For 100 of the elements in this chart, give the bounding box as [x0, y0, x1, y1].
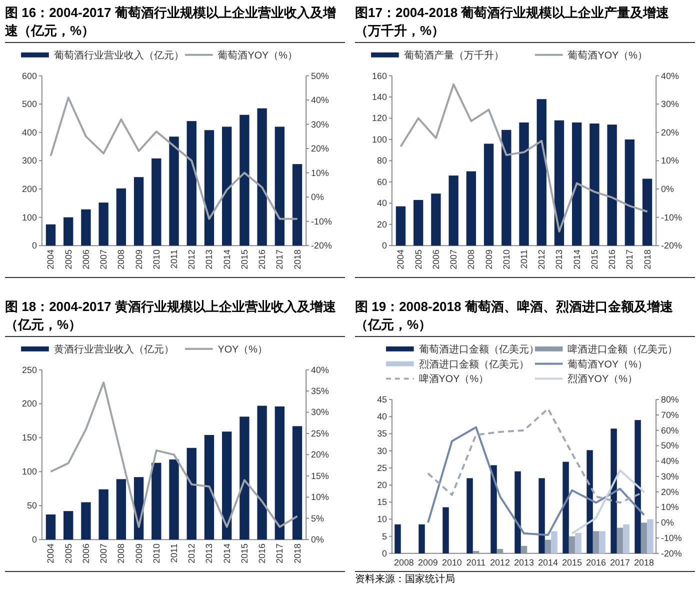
chart-title: 图 19：2008-2018 葡萄酒、啤酒、烈酒进口金额及增速（亿元，%） — [355, 296, 695, 337]
legend-label: 葡萄酒行业营业收入（亿元） — [54, 49, 184, 62]
x-tick-label: 2009 — [484, 249, 494, 270]
y-tick-label: 15 — [377, 496, 388, 507]
y-tick-label: 20 — [377, 219, 387, 230]
chart-title: 图 16：2004-2017 葡萄酒行业规模以上企业营业收入及增速（亿元，%） — [5, 2, 345, 43]
x-tick-label: 2016 — [607, 249, 618, 270]
bar — [599, 530, 606, 554]
bar — [624, 139, 635, 246]
y-tick-label: 60 — [377, 176, 387, 187]
x-tick-label: 2012 — [490, 557, 510, 568]
y-tick-label: 45 — [377, 394, 388, 404]
x-tick-label: 2010 — [442, 557, 462, 568]
y2-tick-label: 25% — [311, 428, 329, 438]
bar — [568, 536, 576, 554]
y-tick-label: 100 — [372, 134, 387, 144]
x-tick-label: 2008 — [116, 543, 126, 564]
bar — [240, 114, 250, 246]
y-tick-label: 0 — [382, 240, 387, 250]
bar — [466, 171, 476, 246]
legend-label: 葡萄酒YOY（%） — [568, 49, 648, 62]
bar — [551, 530, 558, 554]
bar — [240, 416, 250, 540]
y2-tick-label: 60% — [661, 425, 679, 436]
bar — [396, 206, 406, 246]
legend-label: YOY（%） — [218, 344, 268, 356]
y-tick-label: 0 — [32, 240, 37, 250]
x-tick-label: 2018 — [292, 249, 302, 270]
y-tick-label: 35 — [377, 428, 388, 438]
x-tick-label: 2013 — [514, 557, 534, 568]
bar — [413, 200, 424, 246]
bar — [152, 462, 162, 540]
y2-tick-label: 40% — [661, 70, 679, 80]
y-tick-label: 600 — [22, 70, 37, 80]
y2-tick-label: 20% — [661, 486, 679, 497]
y2-tick-label: 0% — [661, 184, 674, 194]
bar — [257, 406, 267, 540]
legend-label: 葡萄酒YOY（%） — [218, 49, 298, 62]
text: 资料来源：国家统计局 — [355, 574, 455, 585]
x-tick-label: 2015 — [589, 249, 600, 270]
y-tick-label: 25 — [377, 462, 388, 473]
bar — [274, 126, 285, 246]
x-tick-label: 2009 — [134, 543, 144, 564]
y-tick-label: 200 — [22, 398, 37, 408]
y-tick-label: 30 — [377, 446, 388, 456]
bar — [544, 539, 552, 554]
bar — [98, 489, 108, 540]
y2-tick-label: -10% — [661, 532, 682, 543]
bar — [554, 120, 564, 246]
x-tick-label: 2018 — [292, 543, 302, 564]
bar — [514, 471, 521, 554]
y-tick-label: 100 — [22, 212, 37, 222]
bar — [152, 158, 162, 246]
bar — [538, 478, 545, 554]
x-tick-label: 2015 — [239, 543, 250, 564]
x-tick-label: 2013 — [204, 543, 214, 564]
y-tick-label: 150 — [22, 432, 37, 442]
bar — [186, 448, 196, 540]
y-tick-label: 160 — [372, 70, 387, 80]
x-tick-label: 2017 — [274, 543, 285, 564]
y2-tick-label: -20% — [661, 548, 682, 558]
x-tick-label: 2016 — [586, 557, 606, 568]
y2-tick-label: 20% — [661, 127, 679, 138]
bar — [46, 514, 56, 540]
bar — [431, 193, 441, 246]
bar — [169, 459, 179, 540]
bar — [647, 518, 654, 554]
x-tick-label: 2007 — [98, 543, 109, 564]
bar — [169, 136, 179, 246]
y-tick-label: 50 — [27, 500, 37, 510]
bar — [640, 522, 648, 554]
y-tick-label: 100 — [22, 466, 37, 476]
x-tick-label: 2008 — [116, 249, 126, 270]
bar — [572, 122, 582, 246]
x-tick-label: 2004 — [46, 543, 56, 564]
bar — [274, 406, 285, 540]
y2-tick-label: 10% — [311, 168, 329, 178]
bar — [634, 420, 641, 554]
legend-label: 葡萄酒进口金额（亿美元） — [418, 343, 539, 356]
chart-title: 图 18：2004-2017 黄酒行业规模以上企业营业收入及增速（亿元，%） — [5, 296, 345, 337]
x-tick-label: 2014 — [222, 543, 232, 564]
bar — [257, 108, 267, 246]
bar — [116, 478, 126, 540]
bar — [292, 164, 302, 246]
y2-tick-label: 0% — [311, 534, 324, 544]
bar — [562, 461, 569, 554]
y2-tick-label: 30% — [661, 471, 679, 482]
bar — [502, 130, 512, 246]
x-tick-label: 2008 — [466, 249, 476, 270]
bar — [519, 122, 529, 246]
legend-label: 啤酒进口金额（亿美元） — [568, 343, 678, 356]
bar — [134, 176, 144, 246]
x-tick-label: 2010 — [501, 249, 512, 270]
x-tick-label: 2005 — [63, 249, 74, 270]
bar — [222, 126, 232, 246]
bar — [63, 217, 74, 246]
legend-label: 黄酒行业营业收入（亿元） — [54, 343, 174, 356]
chart-title: 图17：2004-2018 葡萄酒行业规模以上企业产量及增速（万千升，%） — [355, 2, 695, 43]
y2-tick-label: 20% — [311, 143, 329, 154]
x-tick-label: 2013 — [204, 249, 214, 270]
